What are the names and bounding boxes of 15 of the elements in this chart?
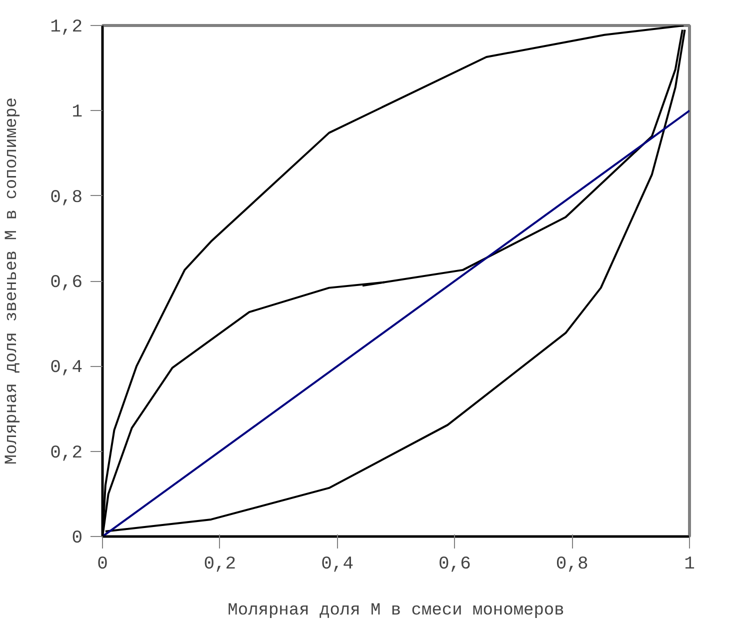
x-tick-label: 1 [684, 554, 695, 574]
x-tick-label: 0,8 [556, 554, 588, 574]
y-tick-label: 1,2 [50, 18, 82, 38]
y-tick-label: 0,4 [50, 358, 82, 378]
y-tick-label: 0,6 [50, 273, 82, 293]
y-tick-label: 0,8 [50, 188, 82, 208]
y-tick-label: 0,2 [50, 443, 82, 464]
x-tick-label: 0,4 [321, 554, 354, 574]
y-axis-title: Молярная доля звеньев М в сополимере [3, 97, 22, 465]
x-axis-title: Молярная доля М в смеси мономеров [228, 602, 564, 620]
x-tick-label: 0,6 [438, 554, 471, 574]
x-tick-label: 0,2 [204, 554, 236, 574]
y-tick-label: 0 [72, 528, 83, 548]
y-tick-label: 1 [72, 102, 83, 123]
x-tick-label: 0 [97, 554, 108, 574]
